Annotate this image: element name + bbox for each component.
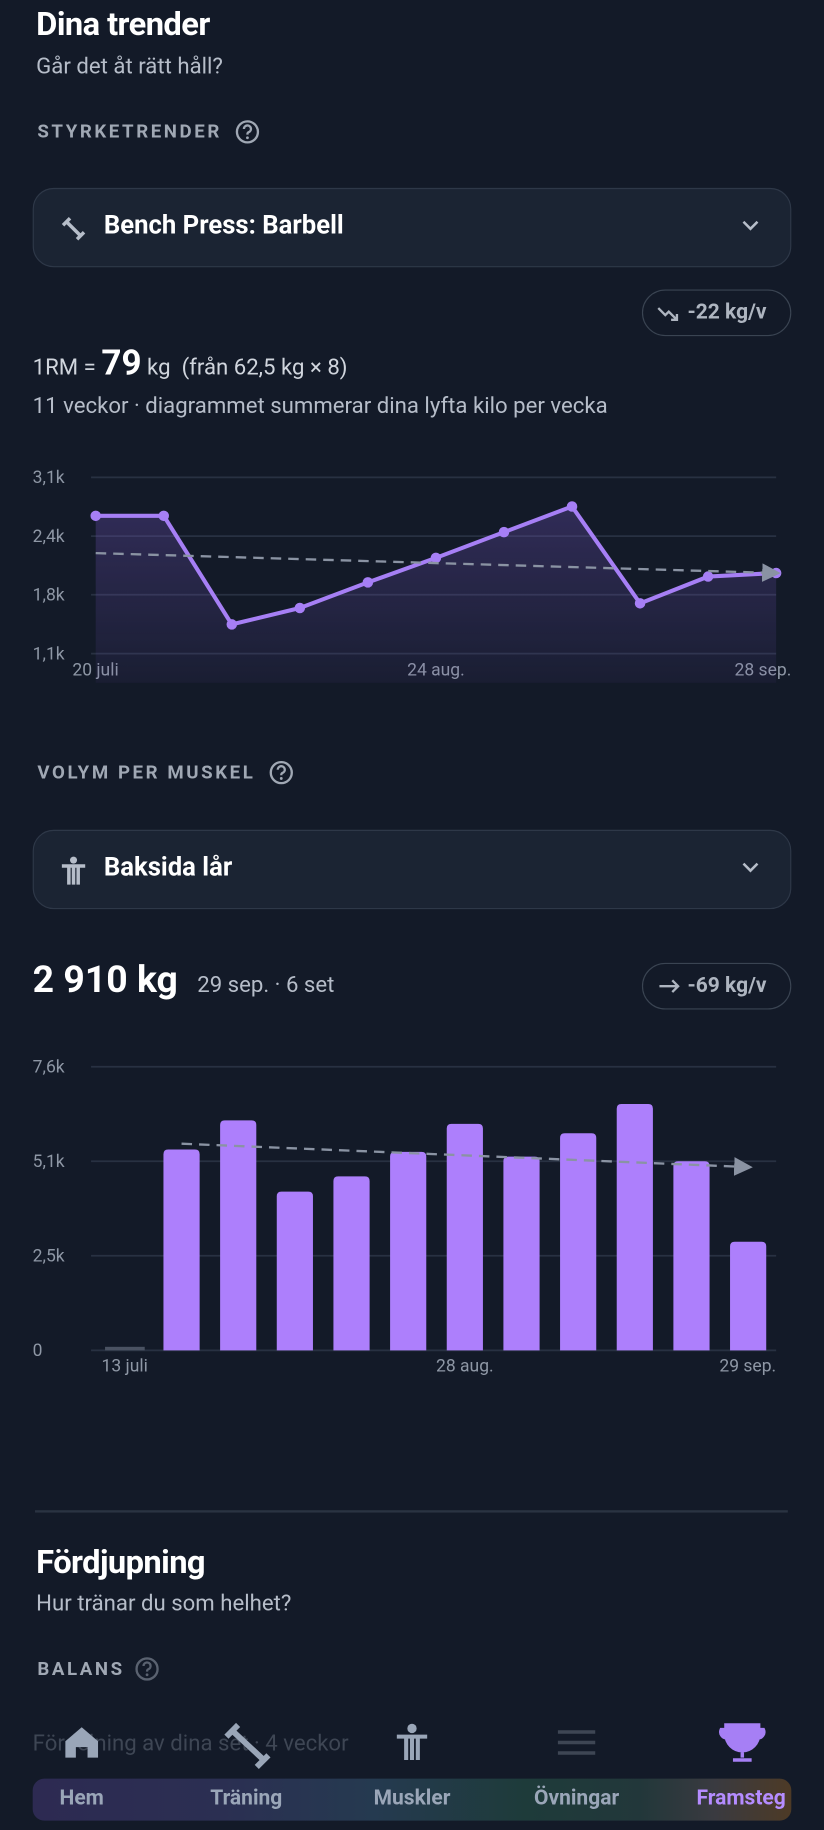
bar: [220, 1120, 257, 1351]
nav-item[interactable]: Träning: [210, 1785, 283, 1811]
x-tick-label: 13 juli: [102, 1356, 148, 1376]
y-tick-label: 7,6k: [33, 1058, 65, 1078]
home-icon[interactable]: [65, 1727, 99, 1758]
muscle-name: Baksida lår: [103, 853, 233, 883]
section-subtitle: Hur tränar du som helhet?: [36, 1589, 292, 1617]
volume-total: 2 910 kg: [32, 957, 178, 1002]
bar: [105, 1346, 145, 1351]
trend-pill: -22 kg/v: [641, 289, 792, 337]
trend-value: -69 kg/v: [687, 973, 767, 998]
y-tick-label: 1,8k: [33, 586, 65, 606]
volume-detail: 29 sep. · 6 set: [197, 971, 335, 998]
nav-bar: [32, 1778, 792, 1821]
nav-item[interactable]: Muskler: [373, 1785, 451, 1811]
point: [430, 552, 442, 564]
y-tick-label: 5,1k: [33, 1152, 65, 1172]
trend-line: [181, 1142, 753, 1176]
help-icon[interactable]: [235, 119, 261, 145]
nav-item[interactable]: Övningar: [533, 1785, 620, 1811]
bar: [673, 1161, 710, 1351]
exercise-name: Bench Press: Barbell: [103, 211, 344, 241]
rm-label: 1RM =: [32, 353, 96, 381]
y-tick-label: 2,4k: [33, 527, 65, 547]
trend-line: [95, 551, 781, 582]
rm-detail: (från 62,5 kg × 8): [181, 353, 348, 381]
point: [90, 510, 101, 522]
y-tick-label: 1,1k: [33, 644, 65, 664]
divider: [35, 1510, 788, 1513]
bar: [446, 1123, 483, 1351]
section-title: Fördjupning: [36, 1542, 206, 1582]
x-tick-label: 28 aug.: [436, 1356, 494, 1376]
x-tick-label: 29 sep.: [719, 1356, 776, 1376]
rm-line: 1RM = 79 kg (från 62,5 kg × 8): [33, 343, 348, 384]
progress-icon[interactable]: [719, 1723, 766, 1762]
bar: [333, 1176, 370, 1351]
trend-down-icon: [657, 307, 679, 321]
bar: [163, 1149, 200, 1351]
bar: [276, 1191, 313, 1351]
point: [634, 598, 646, 609]
nav-item[interactable]: Hem: [59, 1785, 104, 1811]
y-tick-label: 3,1k: [33, 468, 65, 488]
trend-value: -22 kg/v: [687, 299, 767, 325]
point: [362, 577, 374, 588]
rm-value: 79: [101, 343, 142, 384]
exercises-icon[interactable]: [557, 1730, 596, 1755]
y-tick-label: 0: [33, 1341, 43, 1361]
point: [294, 602, 306, 614]
muscle-icon: [61, 856, 86, 885]
section-label: BALANS: [37, 1657, 125, 1680]
exercise-select[interactable]: Bench Press: Barbell: [32, 187, 792, 268]
summary: 11 veckor · diagrammet summerar dina lyf…: [32, 392, 608, 419]
chevron: [742, 862, 759, 873]
bar: [503, 1156, 540, 1351]
point: [566, 501, 578, 512]
bar: [616, 1104, 653, 1351]
muscle-nav-icon[interactable]: [396, 1723, 428, 1760]
muscle-select[interactable]: Baksida lår: [32, 829, 792, 910]
y-tick-label: 2,5k: [33, 1247, 65, 1267]
area-glow: [95, 506, 777, 683]
section-label: STYRKETRENDER: [37, 120, 222, 143]
bar: [560, 1133, 597, 1351]
bar: [390, 1151, 427, 1351]
subtitle: Går det åt rätt håll?: [36, 52, 223, 80]
rm-unit: kg: [147, 353, 171, 381]
bar: [730, 1241, 767, 1351]
exercise-icon: [61, 217, 86, 241]
trend-pill: -69 kg/v: [641, 962, 792, 1010]
point: [226, 619, 238, 630]
point: [158, 510, 170, 522]
trend-flat-icon: [659, 979, 680, 993]
training-icon[interactable]: [224, 1722, 271, 1770]
point: [770, 567, 782, 579]
point: [498, 526, 510, 538]
chevron: [742, 220, 759, 231]
nav-icons: [65, 1722, 766, 1770]
nav-item[interactable]: Framsteg: [696, 1785, 786, 1811]
section-label: VOLYM PER MUSKEL: [37, 760, 256, 784]
title: Dina trender: [36, 4, 210, 44]
help-icon[interactable]: [134, 1656, 160, 1682]
help-icon[interactable]: [268, 760, 294, 786]
point: [702, 571, 714, 582]
